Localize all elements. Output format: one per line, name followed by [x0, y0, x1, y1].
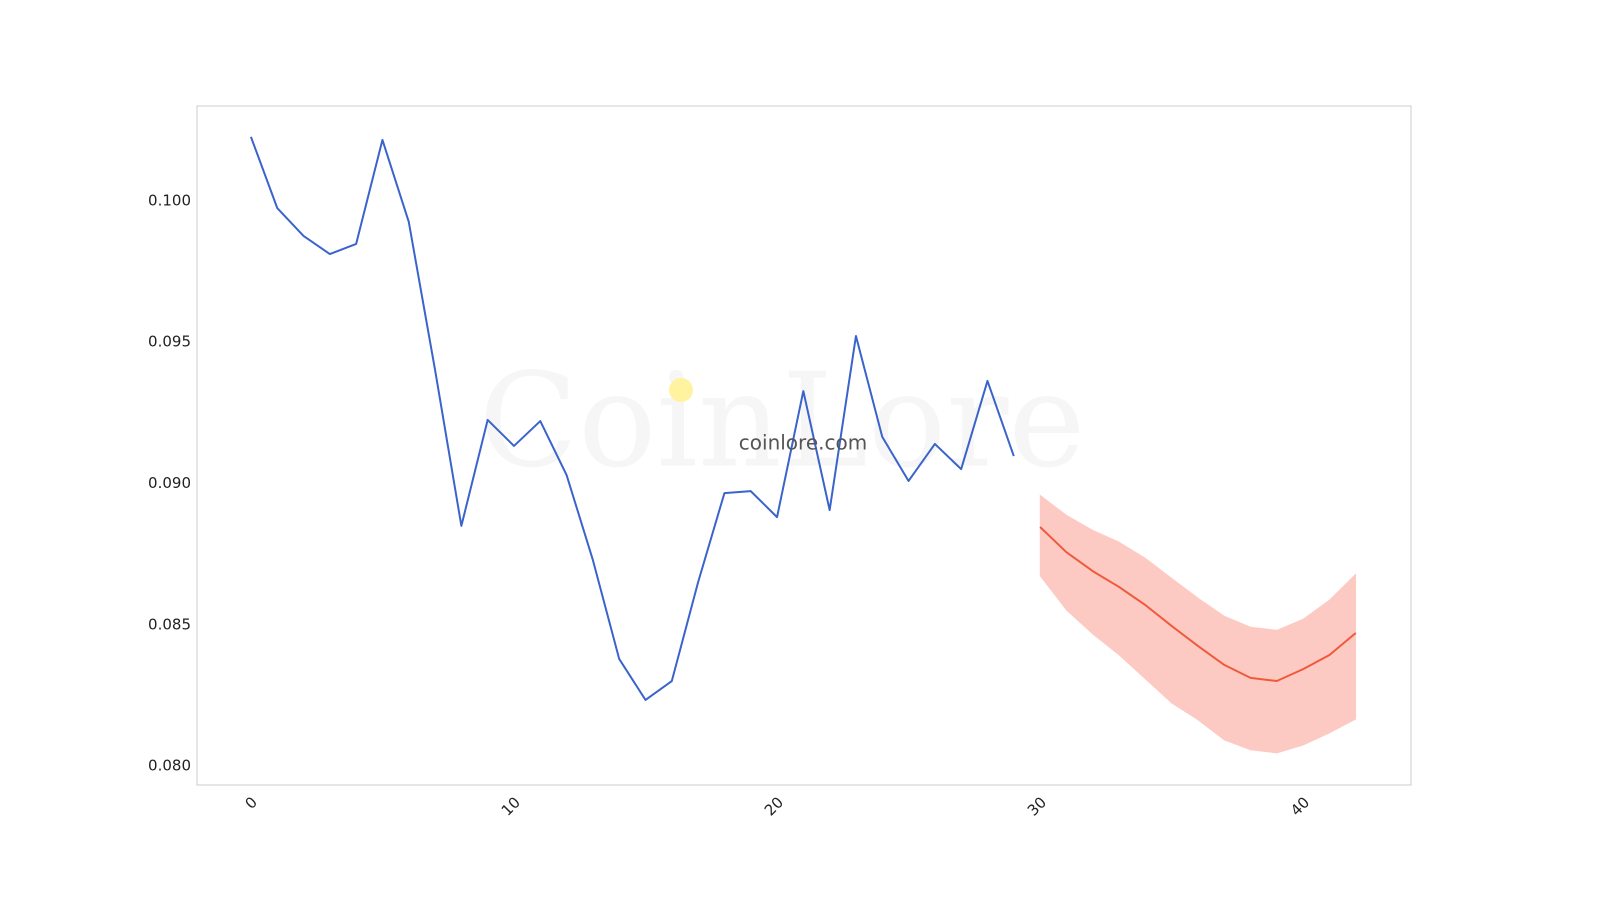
- y-tick-label: 0.085: [148, 615, 191, 633]
- series-line: [1039, 526, 1357, 683]
- y-tick-label: 0.095: [148, 333, 191, 351]
- y-tick-label: 0.090: [148, 474, 191, 492]
- x-tick-label: 20: [761, 793, 787, 819]
- forecast-band: [1197, 597, 1225, 741]
- forecast-band: [1092, 529, 1120, 656]
- forecast-band: [1171, 577, 1199, 721]
- x-tick-label: 0: [241, 793, 260, 812]
- y-tick-label: 0.100: [148, 191, 191, 209]
- forecast-band: [1329, 573, 1357, 734]
- x-tick-label: 30: [1024, 793, 1050, 819]
- plot-layer: [249, 136, 1357, 754]
- forecast-band: [1276, 618, 1304, 754]
- x-tick-label: 10: [498, 793, 524, 819]
- forecast-band: [1250, 626, 1278, 754]
- x-tick-label: 40: [1287, 793, 1313, 819]
- watermark-dot: [669, 378, 693, 402]
- y-tick-label: 0.080: [148, 757, 191, 775]
- watermark-logo: CoinLore: [479, 345, 1086, 497]
- series-line: [249, 136, 1015, 701]
- forecast-band: [1118, 541, 1146, 680]
- watermark-url: coinlore.com: [739, 431, 867, 455]
- forecast-band: [1145, 557, 1172, 704]
- forecast-band: [1223, 615, 1251, 751]
- forecast-band: [1302, 599, 1330, 746]
